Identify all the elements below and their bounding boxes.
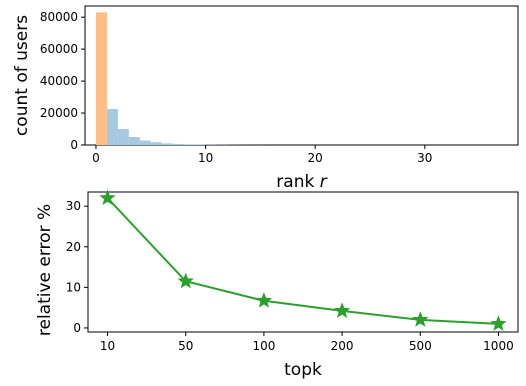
y-tick-label: 10 [66, 280, 81, 294]
line-x-ticks: 10 50 100 200 500 1000 [100, 332, 514, 353]
x-tick-label: 0 [92, 151, 100, 165]
x-tick-label: 10 [198, 151, 213, 165]
line-x-axis-label: topk [284, 360, 322, 380]
histogram-bar [106, 109, 118, 145]
line-y-ticks: 0 10 20 30 [66, 199, 88, 335]
x-tick-label: 50 [178, 339, 193, 353]
x-tick-label: 10 [100, 339, 115, 353]
histogram-plot-frame [84, 5, 519, 146]
x-tick-label: 1000 [483, 339, 514, 353]
x-tick-label: 20 [308, 151, 323, 165]
relative-error-markers [99, 189, 507, 331]
line-plot-frame [87, 191, 519, 333]
y-tick-label: 80000 [40, 10, 78, 24]
histogram-bar [117, 129, 129, 145]
x-tick-label: 500 [409, 339, 432, 353]
histogram-x-ticks: 0 10 20 30 [92, 145, 432, 165]
star-marker [255, 292, 273, 308]
y-tick-label: 0 [70, 138, 78, 152]
histogram-bar [95, 12, 107, 145]
y-tick-label: 40000 [40, 74, 78, 88]
histogram-bars [95, 12, 272, 145]
rank-histogram-chart: 0 10 20 30 0 20000 40000 60000 80000 rank r cou… [12, 5, 519, 192]
star-marker [412, 311, 429, 327]
histogram-y-ticks: 0 20000 40000 60000 80000 [40, 10, 85, 152]
histogram-bar [128, 137, 140, 145]
histogram-y-axis-label: count of users [12, 15, 32, 136]
histogram-x-axis-label: rank r [276, 172, 327, 192]
star-marker [333, 302, 351, 318]
histogram-bar [183, 144, 195, 145]
relative-error-line-chart: 10 50 100 200 500 1000 0 10 20 30 topk relative … [35, 189, 519, 380]
y-tick-label: 0 [73, 321, 81, 335]
line-y-axis-label: relative error % [35, 204, 55, 336]
y-tick-label: 20000 [40, 106, 78, 120]
histogram-bar [150, 142, 162, 145]
y-tick-label: 60000 [40, 42, 78, 56]
histogram-bar [172, 143, 184, 145]
star-marker [99, 189, 116, 206]
star-marker [177, 272, 194, 289]
x-tick-label: 30 [417, 151, 432, 165]
y-tick-label: 30 [66, 199, 81, 213]
x-tick-label: 200 [331, 339, 354, 353]
star-marker [490, 315, 507, 331]
histogram-bar [161, 143, 173, 145]
x-tick-label: 100 [252, 339, 275, 353]
y-tick-label: 20 [66, 240, 81, 254]
histogram-bar [139, 140, 151, 145]
relative-error-line [106, 197, 499, 325]
